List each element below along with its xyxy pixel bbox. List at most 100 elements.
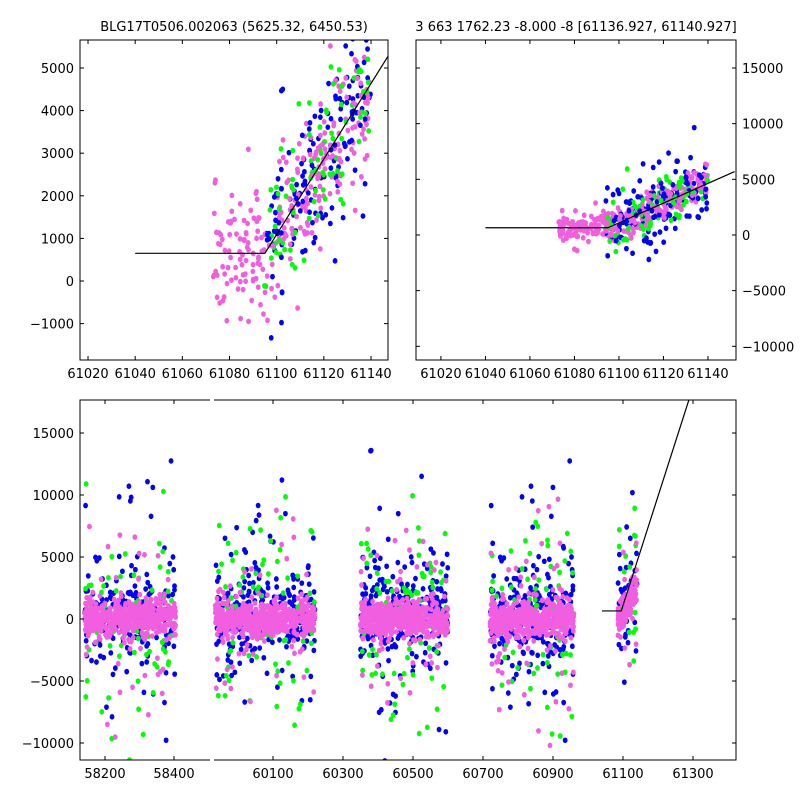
data-point bbox=[364, 560, 370, 567]
data-point bbox=[316, 171, 322, 177]
data-point bbox=[562, 218, 567, 225]
data-point bbox=[430, 584, 436, 591]
data-point bbox=[264, 273, 270, 279]
data-point bbox=[326, 80, 331, 87]
data-point bbox=[309, 162, 315, 169]
data-point bbox=[283, 623, 289, 630]
data-point bbox=[422, 649, 428, 656]
data-point bbox=[255, 228, 261, 234]
data-point bbox=[275, 175, 281, 182]
data-point bbox=[394, 613, 400, 619]
data-point bbox=[304, 619, 310, 625]
data-point bbox=[372, 557, 378, 564]
data-point bbox=[241, 594, 246, 600]
data-point bbox=[298, 224, 303, 231]
data-point bbox=[613, 237, 619, 244]
data-point bbox=[440, 626, 446, 632]
data-point bbox=[287, 241, 293, 248]
data-point bbox=[624, 524, 630, 530]
data-point bbox=[317, 246, 323, 252]
data-point bbox=[272, 599, 278, 605]
data-point bbox=[359, 131, 365, 137]
data-point bbox=[313, 167, 319, 174]
data-point bbox=[265, 592, 270, 598]
x-tick-label: 61140 bbox=[687, 367, 728, 382]
data-point bbox=[555, 594, 560, 601]
data-point bbox=[245, 592, 251, 598]
data-point bbox=[622, 585, 628, 591]
data-point bbox=[674, 158, 680, 165]
data-point bbox=[132, 566, 138, 573]
data-point bbox=[165, 588, 171, 595]
data-point bbox=[213, 685, 219, 691]
data-point bbox=[360, 8, 365, 14]
data-point bbox=[135, 618, 141, 625]
data-point bbox=[368, 683, 374, 690]
data-point bbox=[392, 701, 398, 708]
data-point bbox=[285, 587, 291, 594]
data-point bbox=[607, 238, 613, 244]
data-point bbox=[357, 66, 362, 73]
data-point bbox=[269, 285, 274, 292]
data-point bbox=[111, 596, 117, 603]
data-point bbox=[261, 602, 267, 609]
data-point bbox=[357, 110, 363, 116]
data-point bbox=[127, 589, 133, 596]
x-tick-label: 61140 bbox=[350, 367, 391, 382]
data-point bbox=[350, 96, 356, 102]
data-point bbox=[550, 484, 556, 491]
data-point bbox=[407, 614, 413, 620]
data-point bbox=[141, 612, 147, 619]
data-point bbox=[97, 636, 103, 642]
data-point bbox=[312, 113, 318, 120]
data-point bbox=[330, 170, 336, 177]
data-point bbox=[121, 635, 126, 642]
data-point bbox=[362, 156, 368, 162]
data-point bbox=[631, 658, 637, 664]
data-point bbox=[663, 225, 669, 232]
data-point bbox=[297, 701, 303, 707]
y-tick-label: −5000 bbox=[30, 675, 74, 690]
data-point bbox=[396, 632, 402, 639]
data-point bbox=[299, 631, 305, 638]
data-point bbox=[292, 265, 298, 271]
data-point bbox=[303, 120, 309, 127]
data-point bbox=[136, 623, 142, 629]
data-point bbox=[412, 609, 418, 616]
data-point bbox=[274, 614, 280, 621]
data-point bbox=[122, 630, 128, 637]
data-point bbox=[283, 494, 288, 500]
data-point bbox=[100, 618, 106, 625]
data-point bbox=[318, 101, 323, 107]
data-point bbox=[138, 645, 143, 652]
data-point bbox=[365, 526, 371, 533]
data-point bbox=[365, 75, 371, 81]
data-point bbox=[531, 670, 537, 677]
data-point bbox=[290, 516, 296, 522]
data-point bbox=[278, 514, 284, 521]
data-point bbox=[242, 578, 248, 585]
data-point bbox=[427, 653, 433, 660]
data-point bbox=[102, 600, 108, 607]
data-point bbox=[375, 663, 380, 669]
data-point bbox=[504, 635, 510, 642]
data-point bbox=[301, 674, 307, 680]
data-point bbox=[410, 492, 415, 499]
data-point bbox=[429, 660, 435, 666]
data-point bbox=[257, 261, 263, 268]
data-point bbox=[557, 540, 563, 547]
data-point bbox=[508, 584, 514, 590]
data-point bbox=[519, 599, 525, 606]
data-point bbox=[555, 671, 561, 677]
data-point bbox=[304, 201, 310, 208]
data-point bbox=[97, 642, 103, 648]
data-point bbox=[390, 573, 396, 580]
data-point bbox=[509, 662, 515, 669]
data-point bbox=[516, 608, 522, 615]
data-point bbox=[519, 620, 525, 626]
data-point bbox=[526, 668, 532, 675]
data-point bbox=[436, 726, 442, 733]
data-point bbox=[157, 591, 163, 598]
data-point bbox=[560, 651, 565, 658]
data-point bbox=[236, 650, 242, 657]
